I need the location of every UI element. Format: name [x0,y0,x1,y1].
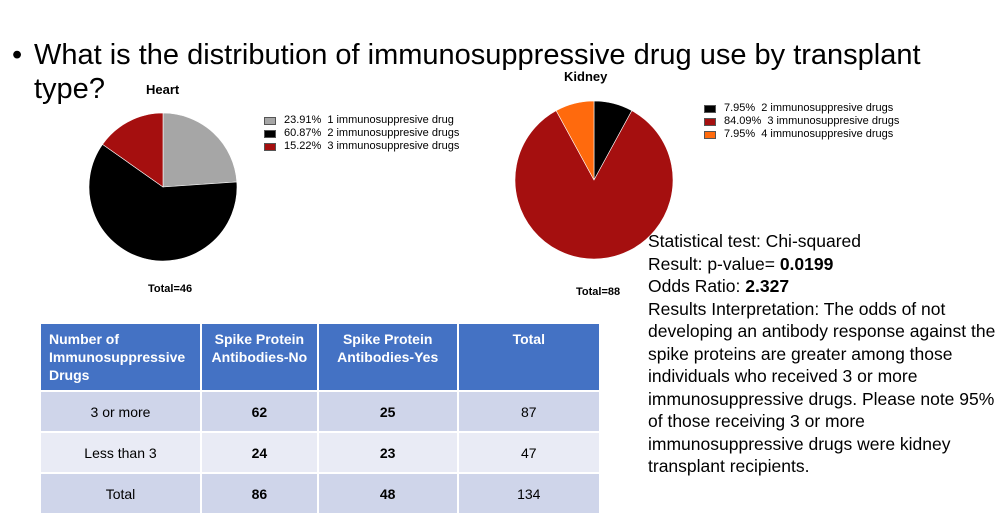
table-row: 3 or more 62 25 87 [41,390,602,432]
table-cell: 25 [317,390,459,432]
table-header-row: Number of Immunosuppressive Drugs Spike … [41,324,602,391]
legend-label: 3 immunosuppresive drugs [767,115,900,127]
table-cell: 87 [457,390,602,432]
legend-item: 7.95% 4 immunosuppresive drugs [704,128,899,141]
legend-swatch [704,117,716,126]
heart-pie-slice-2 [102,112,164,188]
legend-label: 2 immunosuppresive drugs [761,102,894,114]
legend-item: 23.91% 1 immunosuppresive drug [264,114,459,127]
header-total: Total [457,324,602,391]
table-cell: 134 [457,472,602,513]
statistics-panel: Statistical test: Chi-squared Result: p-… [648,230,998,478]
legend-label: 4 immunosuppresive drugs [761,128,894,140]
kidney-total: Total=88 [576,286,621,298]
legend-item: 84.09% 3 immunosuppresive drugs [704,115,899,128]
kidney-pie-slice-1 [514,110,674,260]
header-no: Spike Protein Antibodies-No [200,324,319,391]
stat-test: Statistical test: Chi-squared [648,231,862,251]
legend-swatch [264,129,276,138]
table-cell: 86 [200,472,319,513]
stat-result-value: 0.0199 [779,253,834,274]
heart-legend: 23.91% 1 immunosuppresive drug 60.87% 2 imm… [264,114,459,153]
table-cell: 47 [457,431,602,473]
legend-item: 60.87% 2 immunosuppresive drugs [264,127,459,140]
legend-label: 3 immunosuppresive drugs [327,140,460,152]
header-yes: Spike Protein Antibodies-Yes [317,324,459,391]
heart-pie-slice-0 [162,112,238,188]
question-text: What is the distribution of immunosuppre… [34,39,921,105]
heart-total: Total=46 [148,283,193,295]
legend-percent: 7.95% [724,128,756,140]
legend-swatch [264,116,276,125]
stat-interpretation: Results Interpretation: The odds of not … [648,298,996,477]
table-cell: 3 or more [41,390,202,432]
legend-percent: 7.95% [724,102,756,114]
heart-pie-chart [88,112,238,262]
table-row: Less than 3 24 23 47 [41,431,602,473]
antibody-table: Number of Immunosuppressive Drugs Spike … [41,324,602,513]
table-cell: 23 [317,431,459,473]
legend-percent: 23.91% [284,114,322,126]
stat-odds: Odds Ratio: 2.327 [648,275,998,298]
stat-result-label: Result: p-value= [648,253,780,274]
header-drugs: Number of Immunosuppressive Drugs [41,324,202,391]
heart-pie-slice-1 [88,143,238,262]
legend-swatch [704,104,716,113]
legend-percent: 60.87% [284,127,322,139]
table-cell: Total [41,472,202,513]
stat-result: Result: p-value= 0.0199 [648,253,998,276]
legend-label: 2 immunosuppresive drugs [327,127,460,139]
kidney-chart-title: Kidney [564,69,608,84]
table-cell: Less than 3 [41,431,202,473]
stat-odds-label: Odds Ratio: [648,276,746,296]
legend-label: 1 immunosuppresive drug [327,114,454,126]
legend-item: 7.95% 2 immunosuppresive drugs [704,102,899,115]
legend-percent: 15.22% [284,140,322,152]
kidney-pie-slice-2 [555,100,595,181]
table-cell: 24 [200,431,319,473]
legend-swatch [704,130,716,139]
kidney-legend: 7.95% 2 immunosuppresive drugs 84.09% 3 imm… [704,102,899,141]
bullet: • [12,39,23,71]
table-cell: 48 [317,472,459,513]
legend-item: 15.22% 3 immunosuppresive drugs [264,140,459,153]
table-row: Total 86 48 134 [41,472,602,513]
heart-chart-title: Heart [146,82,180,97]
legend-swatch [264,142,276,151]
table-cell: 62 [200,390,319,432]
stat-odds-value: 2.327 [745,276,790,296]
legend-percent: 84.09% [724,115,762,127]
kidney-pie-chart [514,100,674,260]
